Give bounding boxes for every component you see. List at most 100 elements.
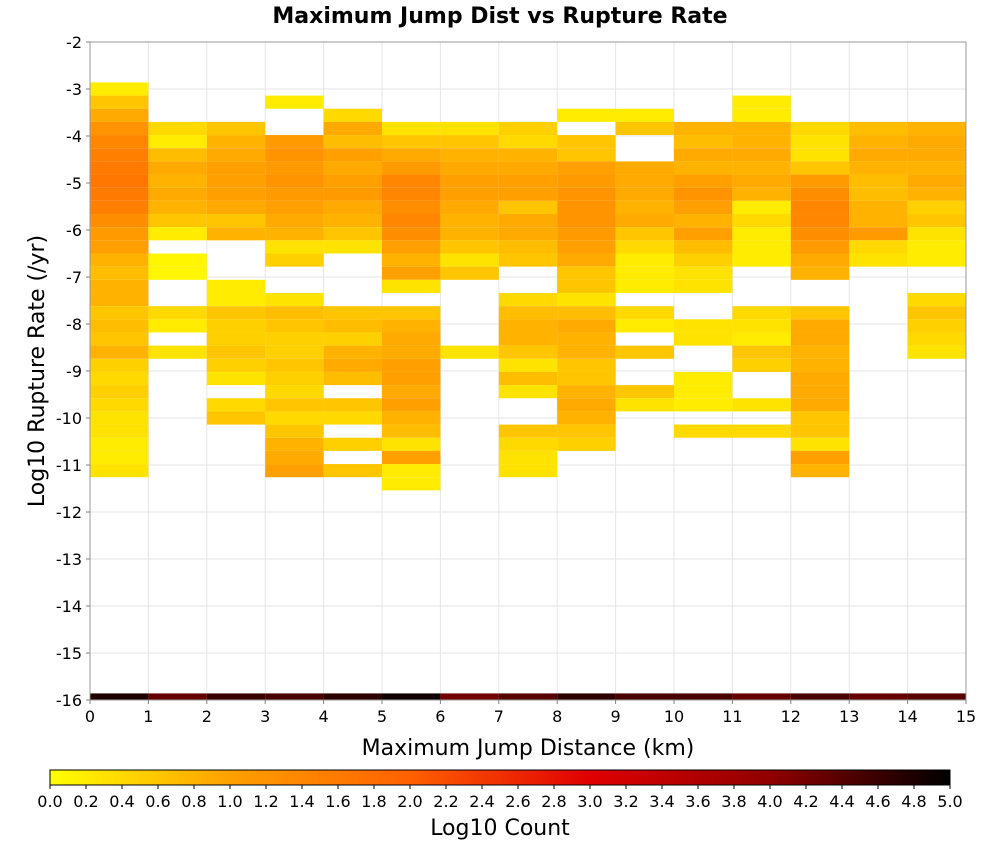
heatmap-cell (907, 253, 966, 267)
heatmap-cell (148, 319, 207, 333)
heatmap-cell (148, 135, 207, 149)
heatmap-cell (790, 424, 850, 438)
heatmap-cell (265, 424, 324, 438)
heatmap-cell (206, 371, 266, 386)
heatmap-cell (907, 148, 966, 162)
heatmap-cell (440, 693, 499, 700)
heatmap-cell (790, 187, 850, 201)
heatmap-cell (615, 174, 674, 188)
y-tick-label: -8 (66, 315, 82, 334)
heatmap-cell (265, 161, 324, 175)
heatmap-cell (382, 477, 441, 491)
heatmap-cell (323, 227, 382, 241)
heatmap-cell (382, 135, 441, 149)
heatmap-cell (557, 358, 616, 372)
colorbar-tick-label: 4.4 (829, 792, 854, 811)
heatmap-cell (615, 398, 674, 412)
heatmap-cell (907, 135, 966, 149)
heatmap-cell (265, 437, 324, 451)
heatmap-cell (790, 174, 850, 188)
colorbar-tick-label: 0.2 (73, 792, 98, 811)
heatmap-cell (265, 693, 324, 700)
colorbar-tick-label: 4.0 (757, 792, 782, 811)
heatmap-cell (615, 693, 674, 700)
heatmap-cell (615, 319, 674, 333)
colorbar-tick-label: 3.0 (577, 792, 602, 811)
colorbar-label: Log10 Count (430, 816, 570, 841)
heatmap-cell (674, 174, 733, 188)
y-tick-label: -11 (56, 456, 82, 475)
heatmap-cell (265, 135, 324, 149)
heatmap-cell (382, 424, 441, 438)
heatmap-cell (907, 161, 966, 175)
heatmap-cell (90, 292, 149, 307)
heatmap-cell (90, 411, 149, 425)
heatmap-cell (440, 345, 499, 359)
heatmap-cell (790, 266, 850, 280)
colorbar-tick-label: 3.4 (649, 792, 674, 811)
heatmap-cell (440, 121, 499, 136)
x-tick-label: 6 (435, 707, 445, 726)
heatmap-cell (732, 424, 791, 438)
y-tick-label: -7 (66, 268, 82, 287)
heatmap-cell (732, 240, 791, 254)
heatmap-cell (440, 266, 499, 280)
heatmap-cell (265, 332, 324, 346)
y-tick-label: -14 (56, 597, 82, 616)
colorbar-tick-label: 1.8 (361, 792, 386, 811)
x-tick-label: 14 (897, 707, 917, 726)
heatmap-cell (323, 174, 382, 188)
heatmap-cell (323, 693, 382, 700)
heatmap-cell (732, 174, 791, 188)
heatmap-cell (323, 358, 382, 372)
heatmap-cell (907, 187, 966, 201)
heatmap-cell (674, 371, 733, 386)
heatmap-cell (557, 200, 616, 215)
heatmap-cell (732, 187, 791, 201)
heatmap-cell (382, 345, 441, 359)
heatmap-cell (557, 424, 616, 438)
heatmap-cell (849, 148, 908, 162)
heatmap-cell (206, 135, 266, 149)
heatmap-cell (732, 319, 791, 333)
heatmap-cell (206, 279, 266, 293)
x-tick-label: 8 (552, 707, 562, 726)
heatmap-cell (557, 345, 616, 359)
heatmap-cell (148, 121, 207, 136)
heatmap-cell (323, 187, 382, 201)
heatmap-cell (90, 693, 149, 700)
heatmap-cell (323, 121, 382, 136)
heatmap-cell (498, 253, 558, 267)
heatmap-cell (382, 187, 441, 201)
heatmap-cell (557, 306, 616, 320)
heatmap-cell (148, 266, 207, 280)
heatmap-cell (907, 200, 966, 215)
heatmap-cell (382, 306, 441, 320)
heatmap-cell (557, 411, 616, 425)
heatmap-cell (557, 385, 616, 399)
heatmap-cell (849, 693, 908, 700)
y-tick-label: -3 (66, 80, 82, 99)
heatmap-cell (498, 135, 558, 149)
heatmap-cell (557, 253, 616, 267)
heatmap-cell (148, 161, 207, 175)
heatmap-cell (557, 240, 616, 254)
heatmap-cell (615, 200, 674, 215)
colorbar-tick-label: 2.0 (397, 792, 422, 811)
heatmap-cell (382, 174, 441, 188)
heatmap-cell (265, 319, 324, 333)
heatmap-cell (206, 345, 266, 359)
heatmap-cell (498, 358, 558, 372)
heatmap-cell (498, 319, 558, 333)
heatmap-cell (148, 214, 207, 228)
heatmap-cell (90, 253, 149, 267)
heatmap-cell (90, 135, 149, 149)
heatmap-cell (382, 358, 441, 372)
heatmap-cell (849, 200, 908, 215)
heatmap-cell (790, 121, 850, 136)
heatmap-cell (790, 345, 850, 359)
heatmap-cell (90, 398, 149, 412)
heatmap-cell (907, 292, 966, 307)
heatmap-cell (206, 148, 266, 162)
heatmap-cell (323, 332, 382, 346)
